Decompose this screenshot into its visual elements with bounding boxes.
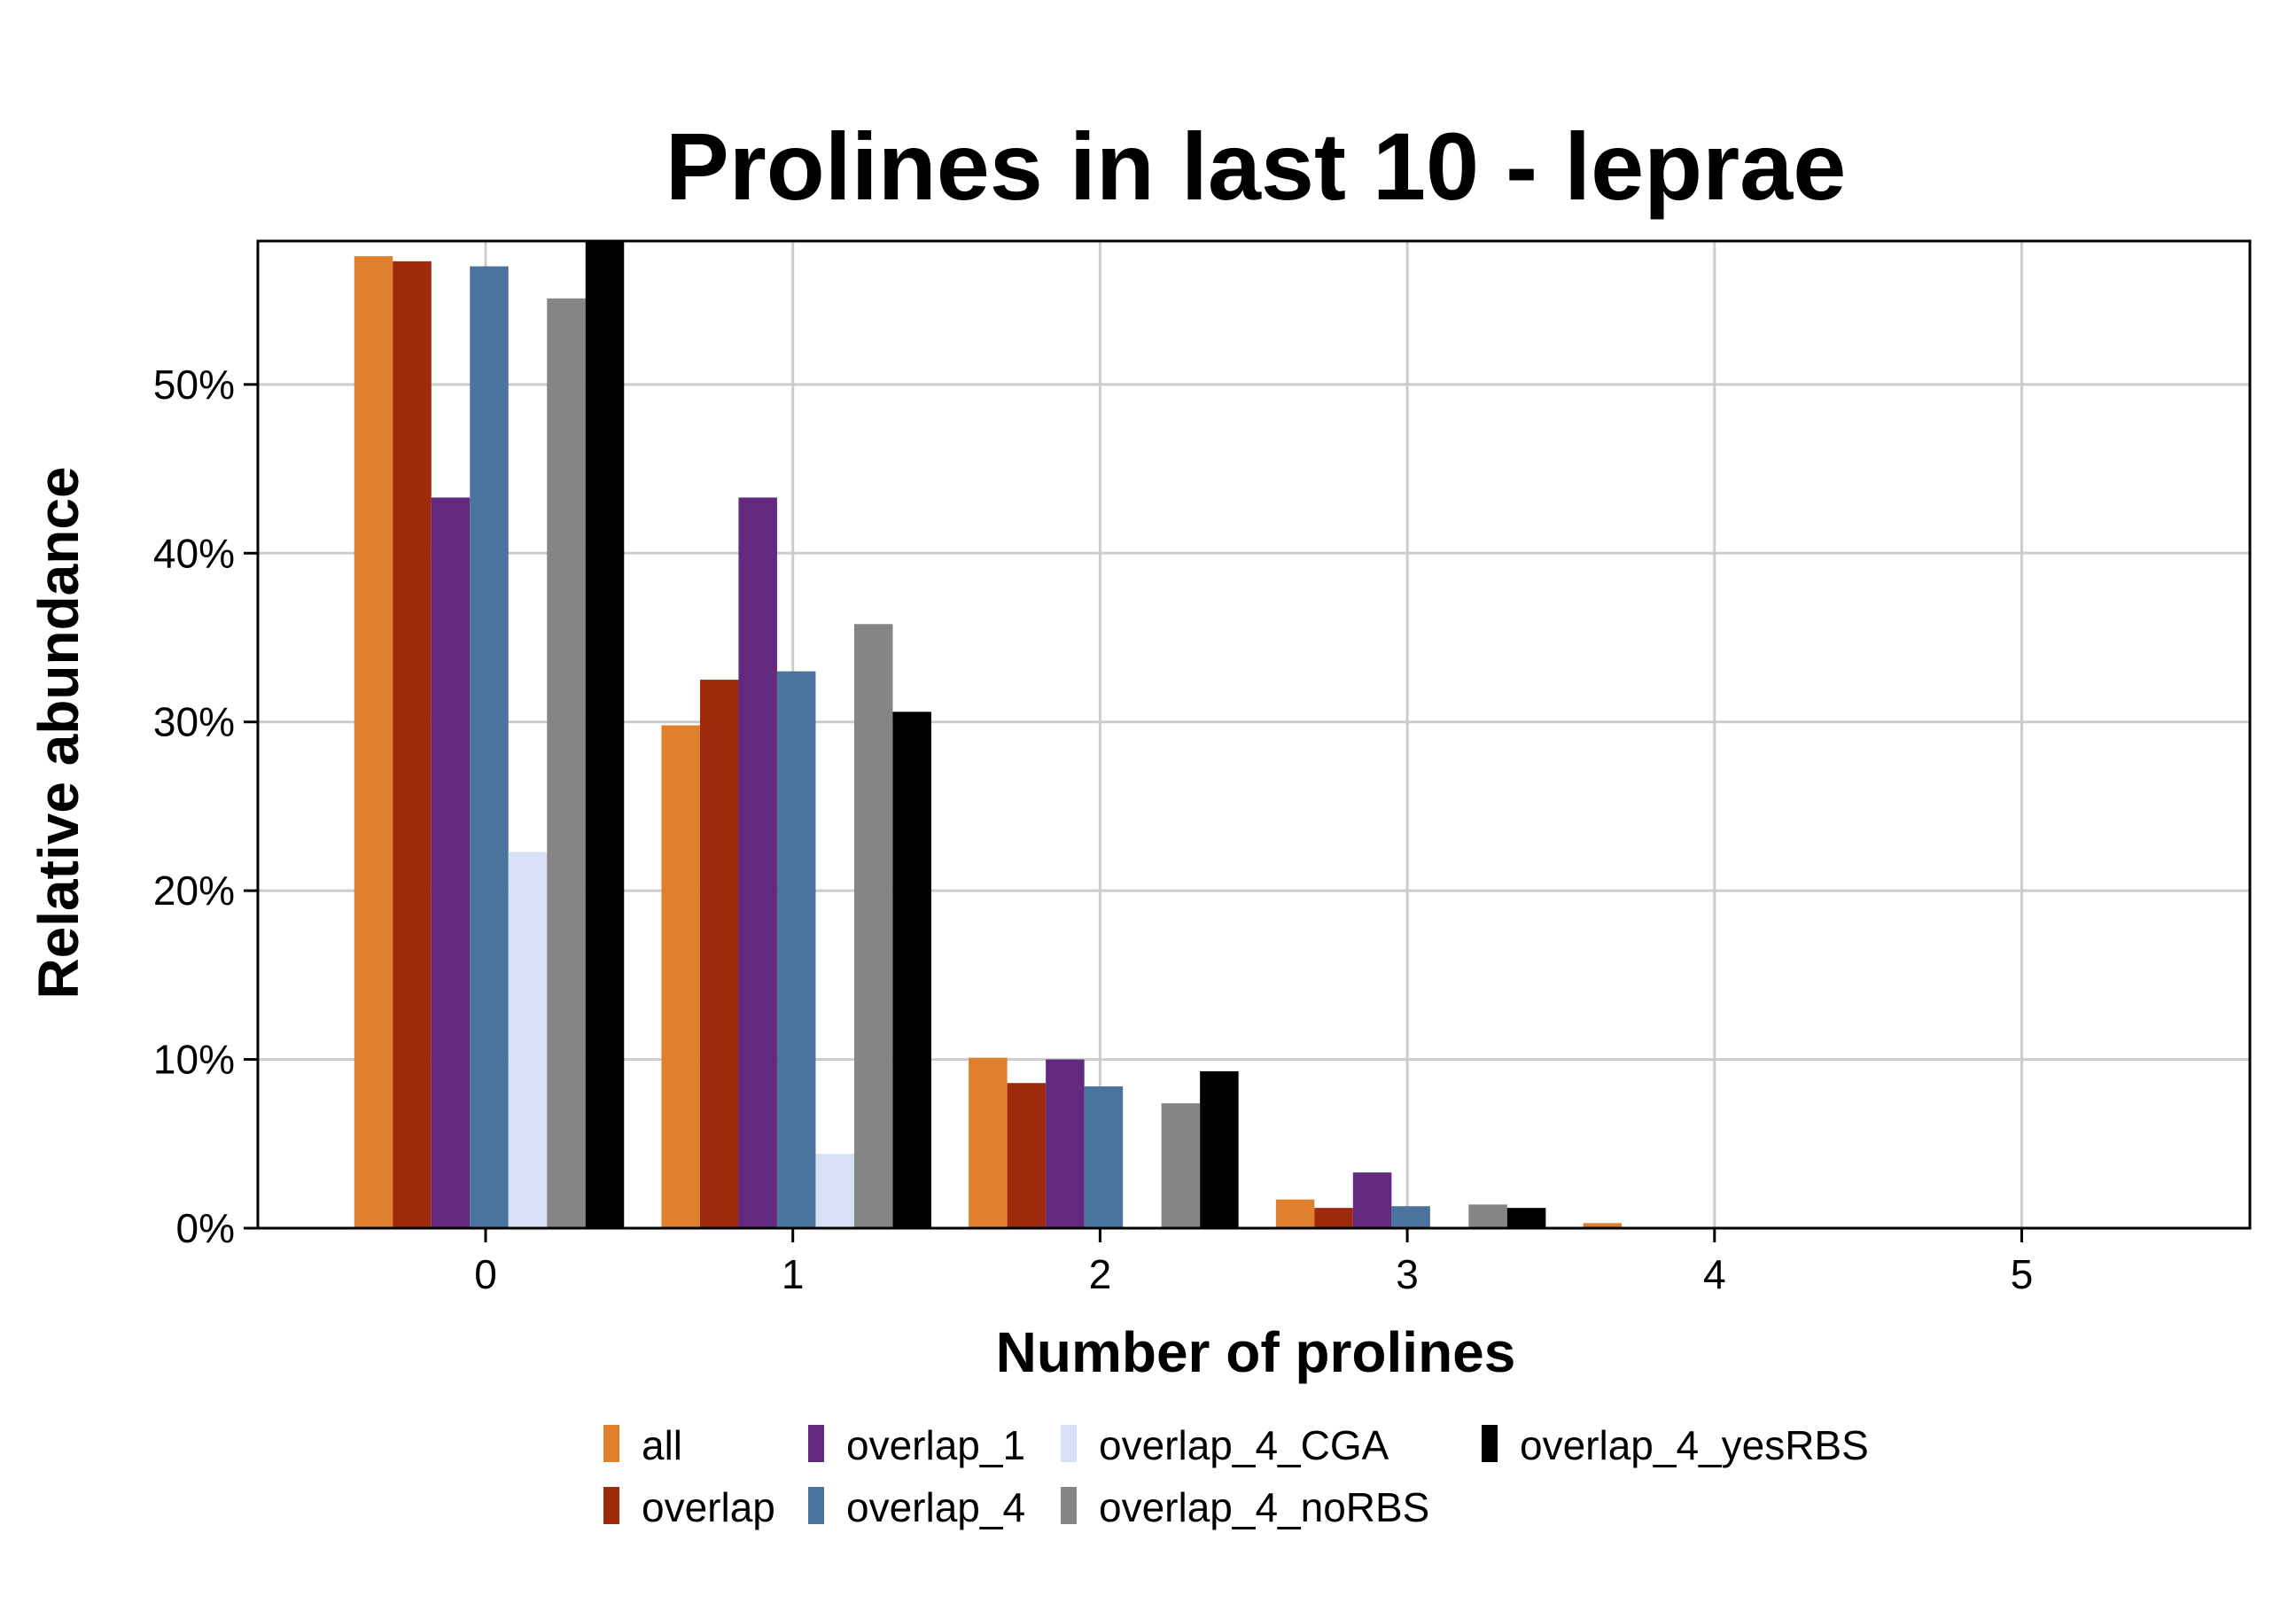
bar-all-4 xyxy=(1583,1223,1623,1228)
legend: all overlap overlap_1 overlap_4 overlap_4_CG… xyxy=(603,1422,1869,1530)
legend-swatch xyxy=(808,1425,824,1462)
bar-overlap-3 xyxy=(1314,1208,1353,1228)
legend-swatch xyxy=(1061,1487,1077,1524)
bar-overlap_4_yesRBS-1 xyxy=(892,712,931,1228)
legend-label: overlap_4_CGA xyxy=(1099,1422,1389,1468)
bar-overlap-1 xyxy=(699,680,739,1228)
legend-item-all: all xyxy=(603,1422,682,1468)
y-tick-label: 30% xyxy=(153,699,235,745)
x-tick-label: 5 xyxy=(2011,1251,2034,1297)
bar-all-1 xyxy=(661,725,700,1228)
y-tick-label: 20% xyxy=(153,868,235,914)
bars xyxy=(354,241,1623,1229)
bar-overlap_1-1 xyxy=(738,497,777,1228)
legend-item-overlap_4_CGA: overlap_4_CGA xyxy=(1061,1422,1389,1468)
legend-item-overlap_4_yesRBS: overlap_4_yesRBS xyxy=(1482,1422,1869,1468)
bar-overlap_4-2 xyxy=(1084,1086,1124,1228)
y-tick-label: 10% xyxy=(153,1037,235,1083)
legend-swatch xyxy=(1061,1425,1077,1462)
chart-title: Prolines in last 10 - leprae xyxy=(665,113,1847,220)
legend-item-overlap_4: overlap_4 xyxy=(808,1484,1025,1530)
bar-overlap_4-3 xyxy=(1391,1206,1430,1228)
legend-label: overlap_4_noRBS xyxy=(1099,1484,1429,1530)
bar-overlap_4-0 xyxy=(470,266,509,1229)
y-axis-label: Relative abundance xyxy=(27,466,90,999)
y-tick-label: 40% xyxy=(153,530,235,576)
legend-item-overlap_1: overlap_1 xyxy=(808,1422,1025,1468)
bar-overlap_4_yesRBS-0 xyxy=(585,241,625,1228)
legend-swatch xyxy=(603,1487,619,1524)
bar-overlap_1-2 xyxy=(1046,1059,1085,1228)
bar-all-0 xyxy=(354,256,393,1229)
bar-overlap_4_noRBS-3 xyxy=(1468,1204,1507,1228)
bar-overlap_4_noRBS-1 xyxy=(853,624,893,1228)
bar-overlap_4_noRBS-2 xyxy=(1161,1103,1201,1228)
x-tick-label: 1 xyxy=(782,1251,805,1297)
legend-label: overlap_4 xyxy=(846,1484,1025,1530)
x-axis-label: Number of prolines xyxy=(996,1320,1516,1384)
bar-all-3 xyxy=(1275,1199,1315,1228)
legend-label: overlap xyxy=(642,1484,775,1530)
bar-overlap_1-3 xyxy=(1352,1172,1392,1228)
bar-overlap_4_yesRBS-3 xyxy=(1506,1208,1546,1228)
bar-overlap_4_yesRBS-2 xyxy=(1200,1070,1239,1228)
legend-swatch xyxy=(808,1487,824,1524)
legend-label: overlap_4_yesRBS xyxy=(1520,1422,1869,1468)
legend-swatch xyxy=(1482,1425,1498,1462)
x-tick-label: 4 xyxy=(1703,1251,1726,1297)
legend-item-overlap: overlap xyxy=(603,1484,775,1530)
y-tick-label: 0% xyxy=(176,1205,235,1251)
x-tick-label: 0 xyxy=(474,1251,497,1297)
bar-overlap-0 xyxy=(393,261,432,1228)
legend-item-overlap_4_noRBS: overlap_4_noRBS xyxy=(1061,1484,1429,1530)
bar-overlap_1-0 xyxy=(431,497,471,1228)
x-tick-label: 3 xyxy=(1396,1251,1419,1297)
y-axis-ticks: 0% 10% 20% 30% 40% 50% xyxy=(153,362,258,1251)
y-tick-label: 50% xyxy=(153,362,235,408)
x-tick-label: 2 xyxy=(1089,1251,1112,1297)
bar-all-2 xyxy=(969,1057,1008,1228)
bar-overlap_4_CGA-0 xyxy=(508,852,548,1228)
plot-frame xyxy=(256,239,2252,1230)
bar-overlap_4-1 xyxy=(776,671,816,1228)
x-axis-ticks: 0 1 2 3 4 5 xyxy=(474,1228,2033,1297)
bar-overlap_4_CGA-1 xyxy=(815,1154,854,1228)
bar-overlap-2 xyxy=(1007,1083,1047,1228)
legend-swatch xyxy=(603,1425,619,1462)
legend-label: overlap_1 xyxy=(846,1422,1025,1468)
bar-overlap_4_noRBS-0 xyxy=(547,298,586,1228)
legend-label: all xyxy=(642,1422,682,1468)
